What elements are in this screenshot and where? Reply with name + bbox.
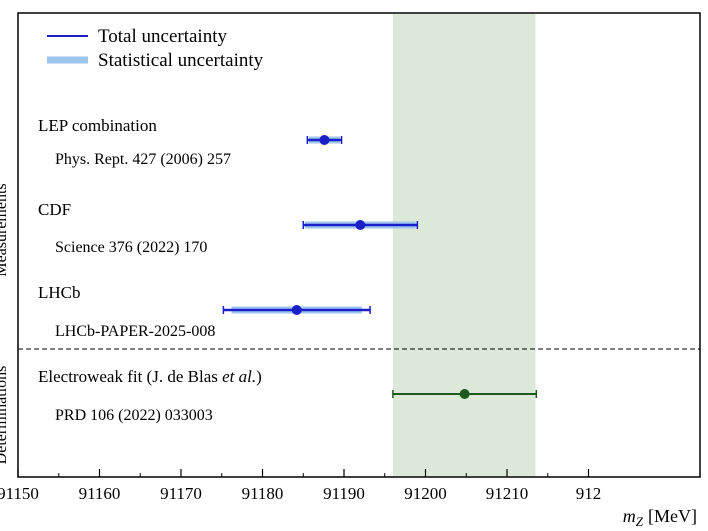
entry-ref-cdf: Science 376 (2022) 170: [55, 239, 207, 256]
point-2: [291, 305, 302, 315]
entry-ref-lep: Phys. Rept. 427 (2006) 257: [55, 151, 231, 168]
plot-frame: [17, 12, 701, 478]
legend: Total uncertainty Statistical uncertaint…: [47, 26, 264, 71]
group-label-measurements: Measurements: [0, 183, 10, 276]
entry-label-ewfit-italic: et al.: [222, 367, 256, 386]
x-tick-label-3: 91180: [242, 484, 284, 503]
fit-band: [392, 14, 536, 476]
x-axis-title-symbol: m: [623, 506, 636, 526]
x-axis-title-unit: [MeV]: [648, 506, 697, 526]
entry-label-ewfit-main: Electroweak fit (J. de Blas: [38, 367, 222, 386]
x-tick-label-6: 91210: [486, 484, 529, 503]
point-1: [355, 220, 366, 230]
entry-label-ewfit-suffix: ): [256, 367, 262, 386]
x-tick-label-5: 91200: [404, 484, 447, 503]
entry-label-cdf: CDF: [38, 200, 71, 219]
legend-total-label: Total uncertainty: [98, 26, 227, 47]
entry-ref-ewfit: PRD 106 (2022) 033003: [55, 407, 213, 424]
x-axis-title-subscript: Z: [636, 514, 644, 529]
point-0: [319, 135, 330, 145]
x-tick-label-2: 91170: [160, 484, 202, 503]
entry-label-lhcb: LHCb: [38, 283, 81, 302]
point-3: [459, 389, 470, 399]
legend-stat-label: Statistical uncertainty: [98, 50, 264, 71]
x-tick-label-4: 91190: [323, 484, 365, 503]
group-label-determinations: Determinations: [0, 366, 10, 465]
data-marks: [222, 135, 538, 399]
x-axis-title: mZ [MeV]: [623, 506, 697, 529]
entry-ref-lhcb: LHCb-PAPER-2025-008: [55, 323, 215, 340]
entry-label-lep: LEP combination: [38, 116, 157, 135]
entry-label-ewfit: Electroweak fit (J. de Blas et al.): [38, 367, 262, 386]
x-tick-label-0: 91150: [0, 484, 39, 503]
x-tick-label-7: 912: [576, 484, 602, 503]
x-tick-label-1: 91160: [79, 484, 121, 503]
x-axis: 91150 91160 91170 91180 91190 91200 91210 912: [0, 469, 601, 503]
